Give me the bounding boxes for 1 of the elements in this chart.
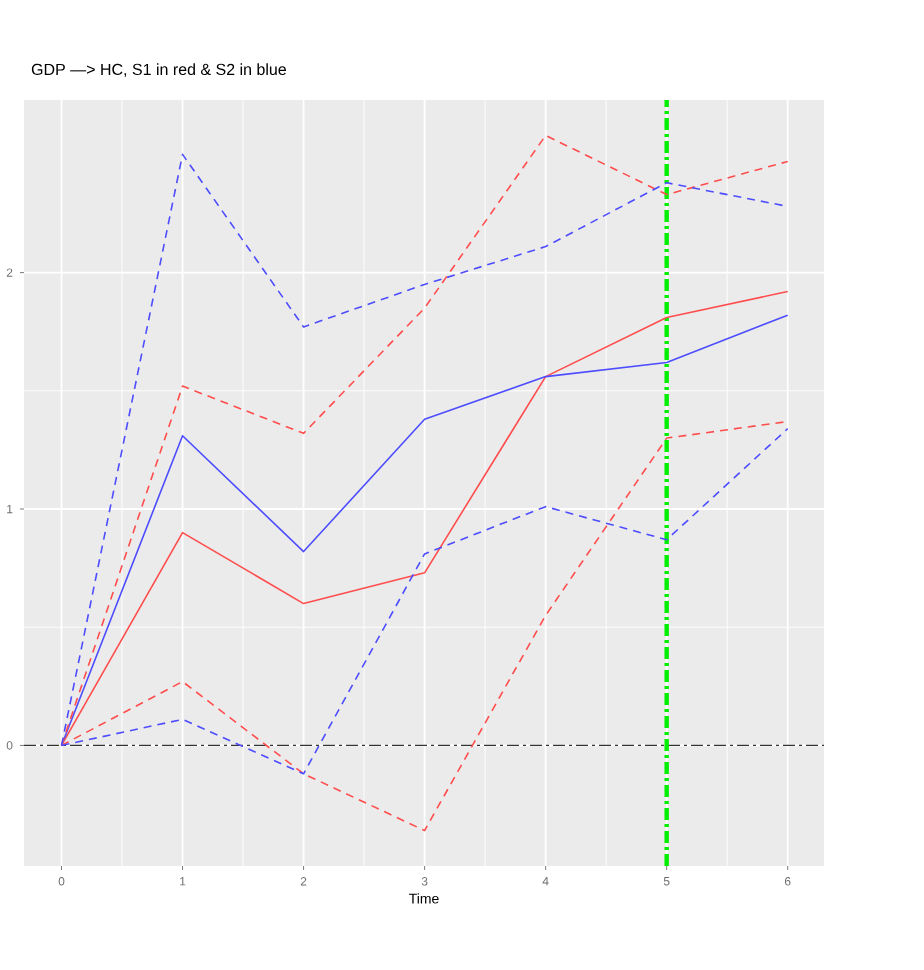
chart-title: GDP —> HC, S1 in red & S2 in blue: [31, 63, 286, 77]
